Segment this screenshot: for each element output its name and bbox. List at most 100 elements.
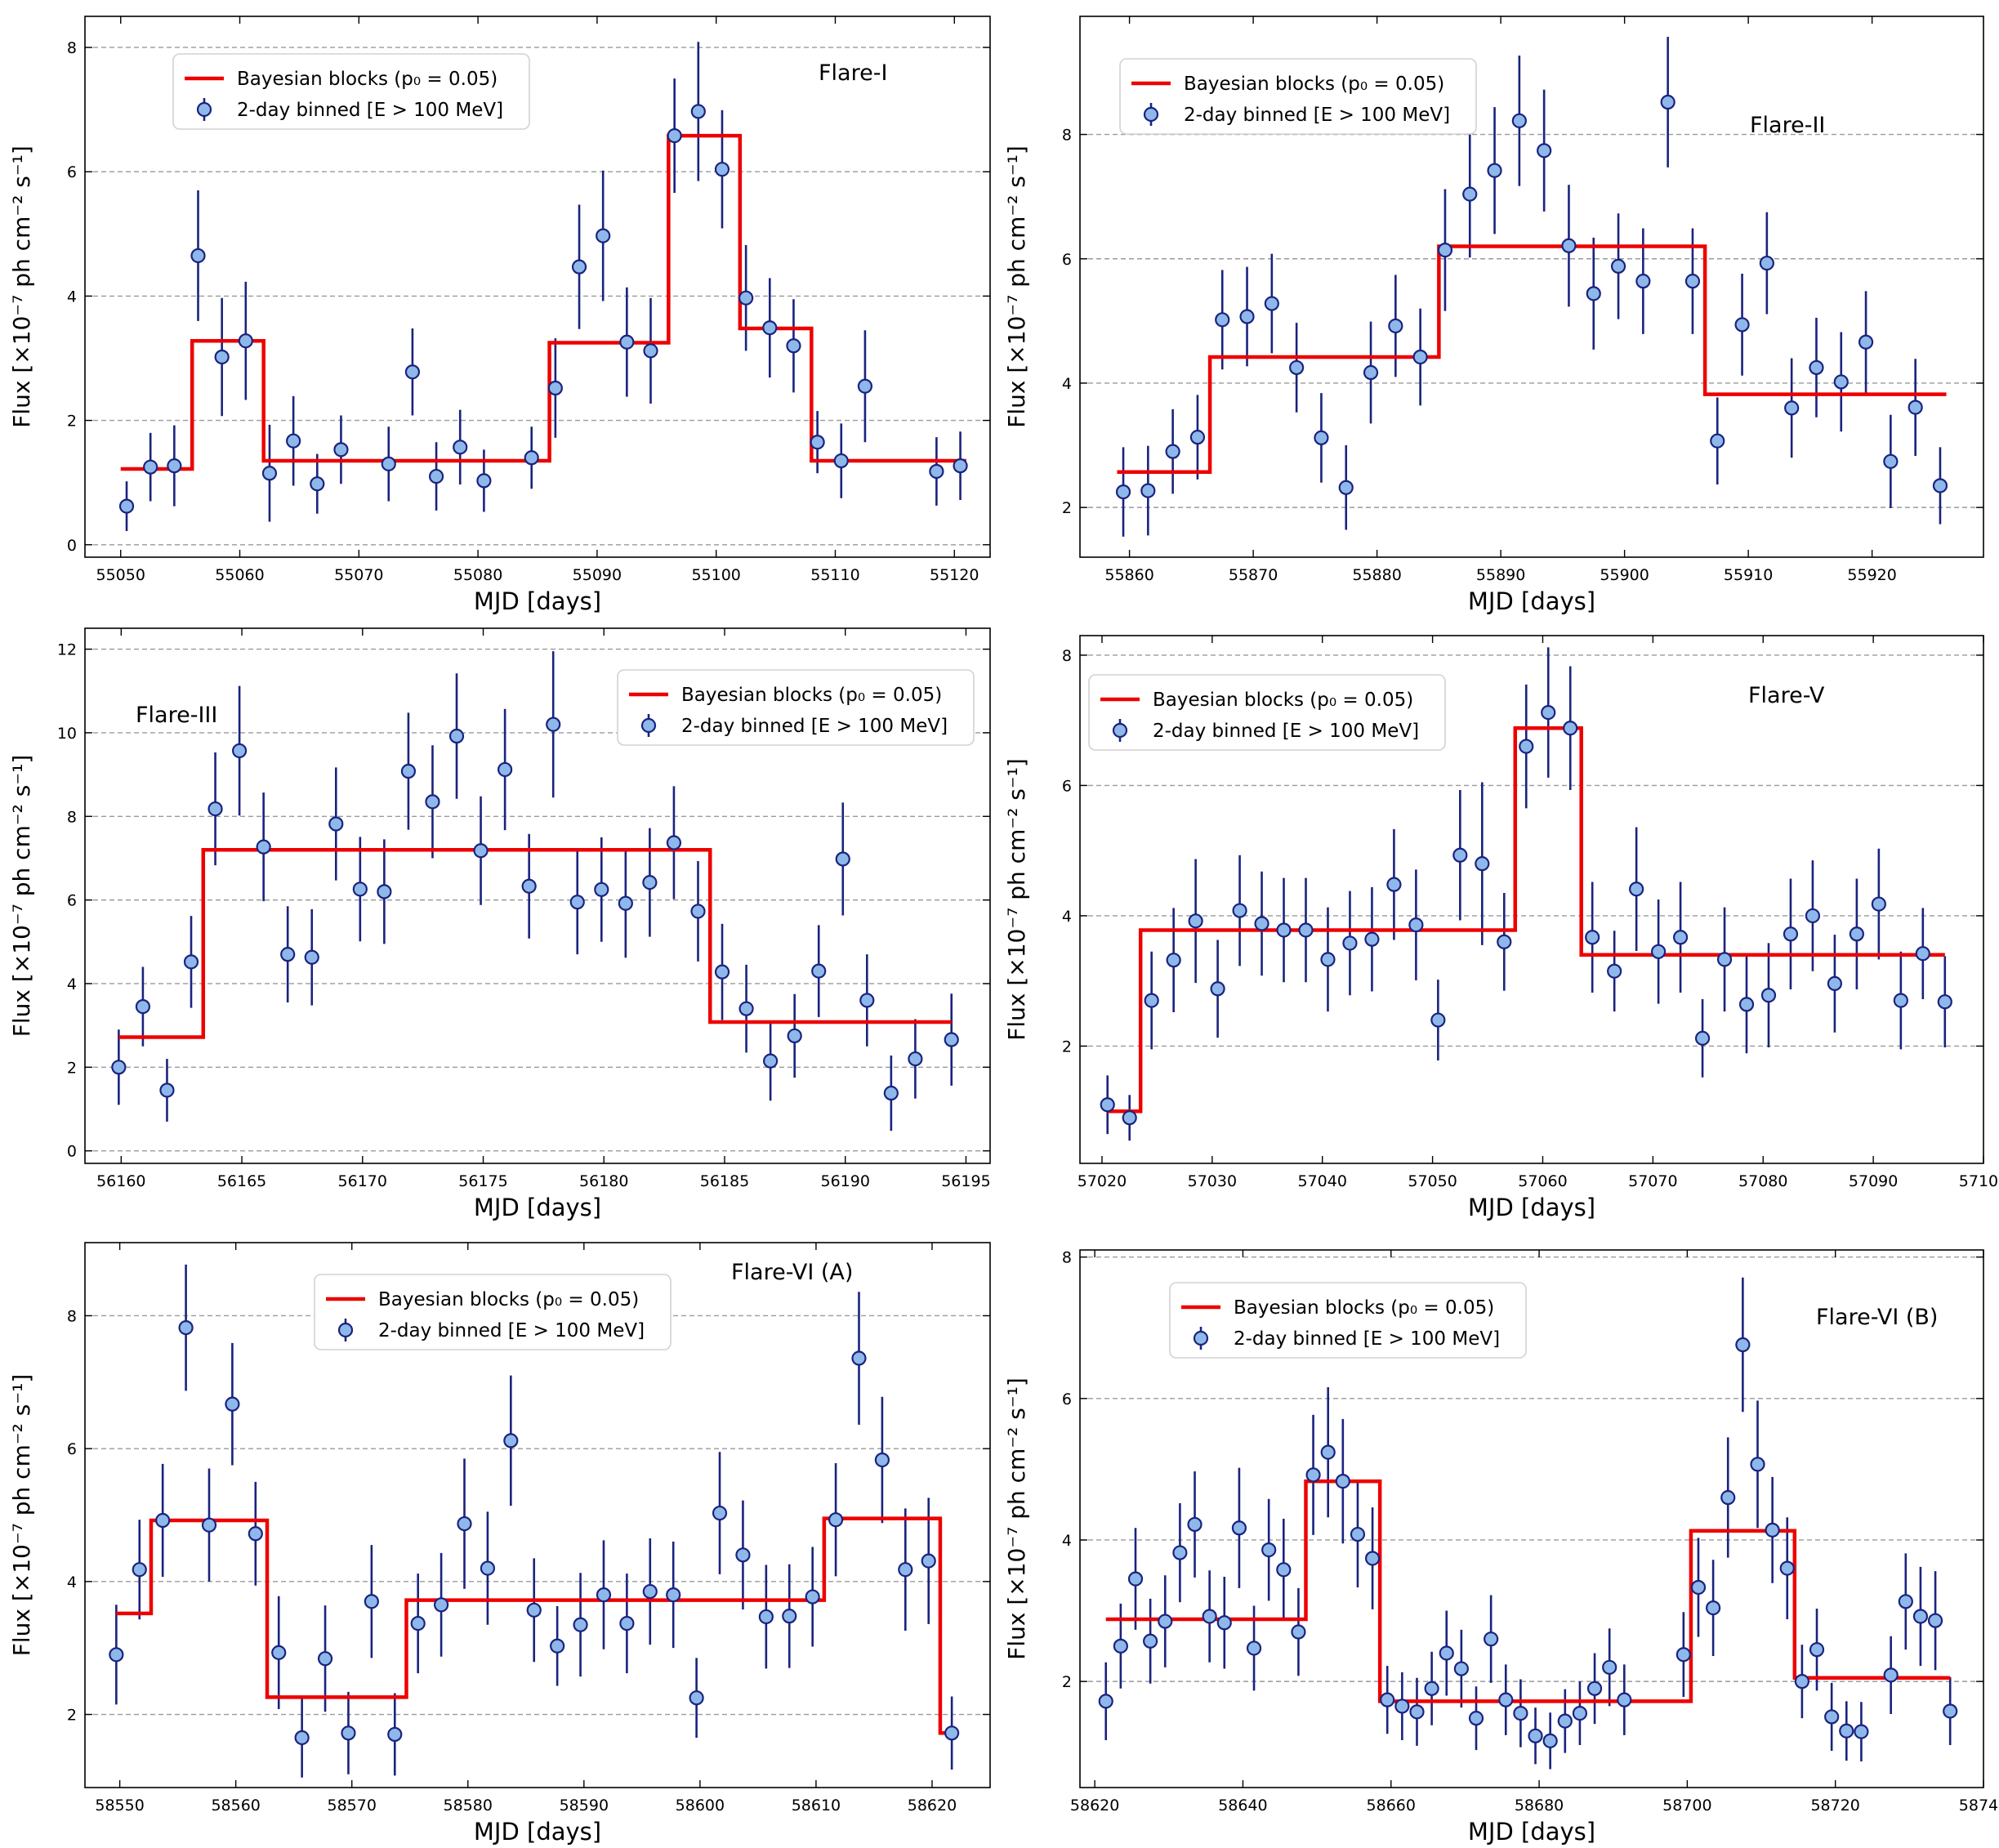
- data-point: [712, 1505, 728, 1521]
- data-point: [1927, 1613, 1943, 1628]
- data-point: [1143, 1633, 1158, 1649]
- x-axis-label: MJD [days]: [474, 1818, 601, 1846]
- y-tick-label: 8: [1062, 1249, 1072, 1267]
- data-point: [857, 378, 873, 394]
- data-point: [1511, 113, 1527, 128]
- data-point: [503, 1433, 519, 1448]
- x-axis-label: MJD [days]: [1468, 1818, 1595, 1846]
- data-point: [738, 1001, 754, 1016]
- data-point: [410, 1615, 426, 1632]
- data-point: [1809, 1642, 1825, 1658]
- data-point: [1586, 286, 1601, 301]
- data-point: [1735, 1337, 1751, 1353]
- data-point: [261, 466, 278, 481]
- data-point: [1660, 94, 1676, 110]
- axes-frame: [84, 627, 991, 1164]
- x-tick-label: 58700: [1662, 1797, 1711, 1815]
- x-tick-label: 55120: [930, 566, 979, 584]
- data-point: [944, 1032, 959, 1047]
- data-point: [805, 1589, 820, 1605]
- data-point: [1261, 1542, 1277, 1558]
- data-point: [143, 459, 158, 475]
- data-point: [573, 1617, 588, 1632]
- data-point: [763, 1053, 779, 1069]
- legend-label-points: 2-day binned [E > 100 MeV]: [378, 1320, 645, 1341]
- data-point: [546, 716, 561, 732]
- x-tick-label: 55080: [453, 566, 502, 584]
- y-tick-label: 4: [1062, 1532, 1072, 1550]
- x-tick-label: 56160: [96, 1172, 145, 1190]
- data-point: [167, 458, 182, 474]
- x-tick-label: 57090: [1849, 1172, 1898, 1190]
- y-tick-label: 6: [67, 892, 77, 910]
- data-point: [859, 993, 875, 1008]
- y-axis-label: Flux [×10⁻⁷ ph cm⁻² s⁻¹]: [1003, 758, 1030, 1041]
- data-point: [1188, 913, 1203, 929]
- y-tick-label: 8: [67, 1307, 77, 1325]
- data-point: [1409, 1704, 1425, 1720]
- data-point: [1363, 364, 1379, 381]
- legend-label-blocks: Bayesian blocks (p₀ = 0.05): [1184, 74, 1444, 95]
- data-point: [214, 349, 230, 365]
- data-point: [1760, 988, 1777, 1003]
- data-point: [190, 248, 206, 264]
- data-point: [1452, 847, 1468, 863]
- data-point: [1893, 993, 1908, 1008]
- data-point: [524, 450, 539, 466]
- legend-box: [172, 53, 530, 130]
- data-point: [810, 435, 825, 450]
- legend-label-blocks: Bayesian blocks (p₀ = 0.05): [237, 69, 498, 90]
- x-tick-label: 56180: [579, 1172, 628, 1190]
- y-tick-label: 4: [1062, 375, 1072, 393]
- data-point: [1563, 721, 1578, 736]
- data-point: [1734, 317, 1750, 333]
- data-point: [381, 456, 396, 471]
- data-point: [1750, 1457, 1765, 1472]
- data-point: [1484, 1632, 1499, 1647]
- panel-title: Flare-II: [1750, 113, 1825, 138]
- data-point: [643, 343, 658, 359]
- panel-2: 55860 55870 55880 55890 55900 55910 55920 2 4 6 8 M…: [1003, 16, 1984, 615]
- data-point: [476, 473, 492, 489]
- data-point: [571, 259, 587, 275]
- y-tick-label: 12: [57, 641, 77, 659]
- x-tick-label: 55090: [573, 566, 622, 584]
- data-point: [1254, 916, 1269, 931]
- data-point: [1115, 484, 1131, 500]
- data-point: [1849, 926, 1864, 942]
- y-tick-label: 6: [1062, 251, 1072, 269]
- data-point: [1883, 453, 1899, 469]
- x-tick-label: 57070: [1628, 1172, 1677, 1190]
- legend-point-swatch: [196, 101, 212, 118]
- data-point: [1189, 430, 1206, 445]
- data-point: [1617, 1692, 1632, 1707]
- data-point: [1937, 994, 1952, 1010]
- data-point: [225, 1396, 240, 1412]
- data-point: [1557, 1713, 1573, 1729]
- y-axis-label: Flux [×10⁻⁷ ph cm⁻² s⁻¹]: [8, 145, 35, 428]
- data-point: [547, 380, 563, 396]
- data-point: [1264, 296, 1279, 311]
- x-tick-label: 58720: [1810, 1797, 1859, 1815]
- data-point: [1380, 1692, 1395, 1707]
- panel-4: 57020 57030 57040 57050 57060 57070 57080 57090…: [1003, 635, 1999, 1221]
- data-point: [1498, 1692, 1514, 1707]
- data-point: [1610, 258, 1626, 274]
- data-point: [1839, 1723, 1854, 1739]
- data-point: [1779, 1560, 1795, 1576]
- data-point: [1651, 944, 1667, 959]
- x-tick-label: 56175: [458, 1172, 507, 1190]
- x-tick-label: 58570: [327, 1797, 376, 1815]
- data-point: [1158, 1614, 1173, 1629]
- legend: Bayesian blocks (p₀ = 0.05) 2-day binned …: [1119, 58, 1477, 135]
- data-point: [1716, 952, 1733, 967]
- legend: Bayesian blocks (p₀ = 0.05) 2-day binned …: [1169, 1282, 1527, 1359]
- x-axis-label: MJD [days]: [474, 1194, 601, 1221]
- data-point: [714, 162, 730, 177]
- x-tick-label: 55890: [1476, 566, 1525, 584]
- x-tick-label: 58660: [1367, 1797, 1416, 1815]
- y-axis-label: Flux [×10⁻⁷ ph cm⁻² s⁻¹]: [1003, 1377, 1030, 1660]
- y-tick-label: 2: [67, 1707, 77, 1725]
- data-point: [280, 947, 296, 962]
- data-point: [132, 1562, 147, 1578]
